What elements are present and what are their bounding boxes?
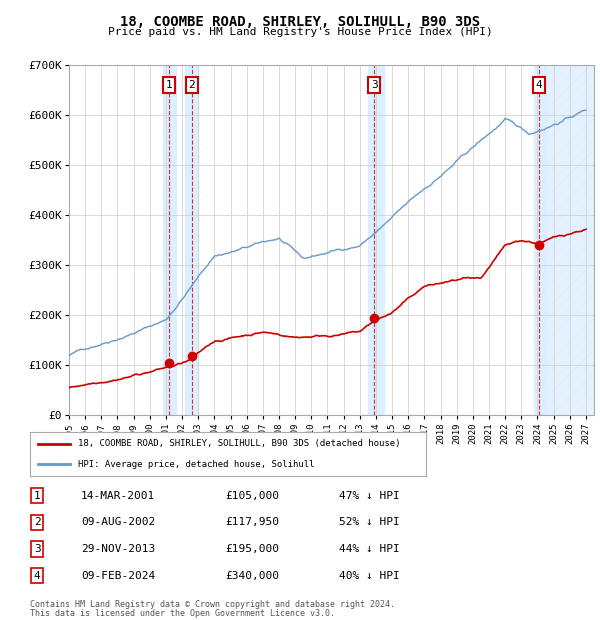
Text: £195,000: £195,000 <box>225 544 279 554</box>
Text: 18, COOMBE ROAD, SHIRLEY, SOLIHULL, B90 3DS: 18, COOMBE ROAD, SHIRLEY, SOLIHULL, B90 … <box>120 16 480 30</box>
Text: £117,950: £117,950 <box>225 517 279 528</box>
Bar <box>534 65 545 415</box>
Text: £340,000: £340,000 <box>225 570 279 581</box>
Text: 3: 3 <box>34 544 41 554</box>
Text: 4: 4 <box>536 80 542 90</box>
Text: 40% ↓ HPI: 40% ↓ HPI <box>339 570 400 581</box>
Text: 2: 2 <box>34 517 41 528</box>
Text: 3: 3 <box>371 80 377 90</box>
Bar <box>545 65 594 415</box>
Text: £105,000: £105,000 <box>225 490 279 501</box>
Text: 44% ↓ HPI: 44% ↓ HPI <box>339 544 400 554</box>
Text: Contains HM Land Registry data © Crown copyright and database right 2024.: Contains HM Land Registry data © Crown c… <box>30 600 395 609</box>
Text: Price paid vs. HM Land Registry's House Price Index (HPI): Price paid vs. HM Land Registry's House … <box>107 27 493 37</box>
Text: 47% ↓ HPI: 47% ↓ HPI <box>339 490 400 501</box>
Text: 52% ↓ HPI: 52% ↓ HPI <box>339 517 400 528</box>
Text: 29-NOV-2013: 29-NOV-2013 <box>81 544 155 554</box>
Text: 2: 2 <box>188 80 195 90</box>
Text: 18, COOMBE ROAD, SHIRLEY, SOLIHULL, B90 3DS (detached house): 18, COOMBE ROAD, SHIRLEY, SOLIHULL, B90 … <box>77 439 400 448</box>
Text: HPI: Average price, detached house, Solihull: HPI: Average price, detached house, Soli… <box>77 459 314 469</box>
Text: 1: 1 <box>166 80 173 90</box>
Bar <box>545 65 594 415</box>
Text: 09-AUG-2002: 09-AUG-2002 <box>81 517 155 528</box>
Text: 09-FEB-2024: 09-FEB-2024 <box>81 570 155 581</box>
Text: This data is licensed under the Open Government Licence v3.0.: This data is licensed under the Open Gov… <box>30 608 335 618</box>
Bar <box>185 65 198 415</box>
Text: 14-MAR-2001: 14-MAR-2001 <box>81 490 155 501</box>
Bar <box>368 65 384 415</box>
Bar <box>163 65 176 415</box>
Text: 1: 1 <box>34 490 41 501</box>
Text: 4: 4 <box>34 570 41 581</box>
